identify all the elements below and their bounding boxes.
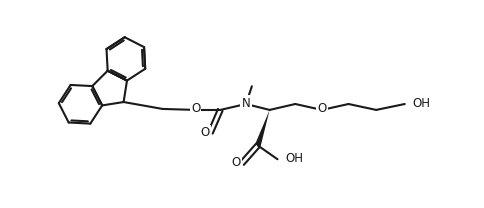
Text: O: O	[318, 102, 327, 115]
Text: O: O	[201, 126, 210, 139]
Text: OH: OH	[413, 97, 431, 110]
Text: O: O	[231, 156, 241, 169]
Text: OH: OH	[286, 152, 303, 165]
Text: N: N	[242, 97, 250, 110]
Text: N: N	[242, 97, 250, 110]
Text: O: O	[191, 102, 200, 115]
Text: O: O	[318, 102, 327, 115]
Polygon shape	[255, 110, 270, 146]
Text: O: O	[231, 156, 241, 169]
Text: O: O	[201, 126, 210, 139]
Text: O: O	[191, 102, 200, 115]
